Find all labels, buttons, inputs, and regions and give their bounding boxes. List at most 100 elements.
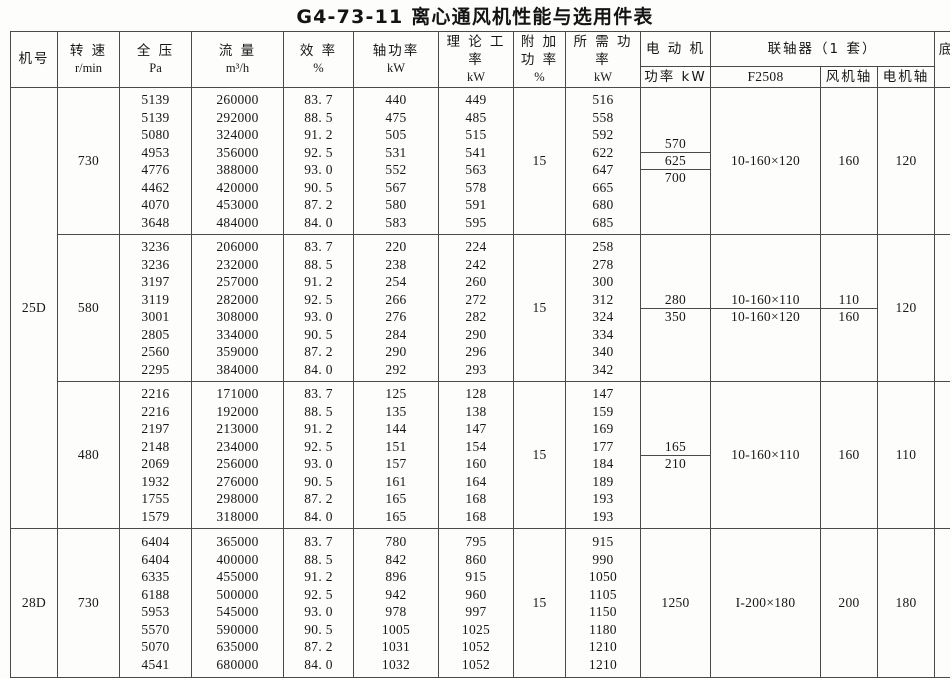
cell-required-power-value: 334 — [592, 326, 613, 344]
header-extra-power-unit: % — [514, 69, 565, 86]
cell-total-pressure-value: 6335 — [141, 568, 169, 586]
cell-flow-value: 400000 — [216, 551, 258, 569]
cell-flow-value: 500000 — [216, 586, 258, 604]
header-required-power: 所 需 功 率 kW — [566, 32, 641, 88]
cell-flow-value: 260000 — [216, 91, 258, 109]
cell-shaft-power-value: 1031 — [382, 638, 410, 656]
header-theoretical-power-line1: 理 论 — [446, 34, 483, 50]
cell-shaft-power-value: 942 — [385, 586, 406, 604]
cell-required-power-value: 647 — [592, 161, 613, 179]
cell-flow-value: 334000 — [216, 326, 258, 344]
cell-required-power-value: 300 — [592, 273, 613, 291]
cell-total-pressure-value: 6404 — [141, 533, 169, 551]
header-total-pressure-unit: Pa — [120, 60, 191, 77]
cell-total-pressure-value: 6188 — [141, 586, 169, 604]
cell-theoretical-power-value: 168 — [465, 490, 486, 508]
cell-total-pressure-value: 4462 — [141, 179, 169, 197]
cell-required-power-value: 990 — [592, 551, 613, 569]
cell-required-power-value: 342 — [592, 361, 613, 379]
header-motor-group: 电 动 机 — [641, 32, 711, 67]
header-efficiency-unit: % — [284, 60, 353, 77]
cell-extra-power: 15 — [514, 88, 566, 235]
cell-total-pressure-value: 1579 — [141, 508, 169, 526]
cell-motor-power: 1250 — [641, 529, 711, 678]
cell-fan-shaft-sub: 200 — [821, 529, 877, 677]
cell-coupling-sub: 10-160×110 — [711, 447, 820, 463]
cell-shaft-power-value: 292 — [385, 361, 406, 379]
cell-flow-value: 192000 — [216, 403, 258, 421]
cell-theoretical-power-value: 860 — [465, 551, 486, 569]
cell-shaft-power-value: 842 — [385, 551, 406, 569]
cell-required-power-value: 680 — [592, 196, 613, 214]
header-efficiency: 效 率 % — [284, 32, 354, 88]
cell-flow-value: 257000 — [216, 273, 258, 291]
cell-efficiency-value: 91. 2 — [304, 126, 333, 144]
header-total-pressure-text: 全 压 — [137, 43, 174, 59]
cell-required-power-value: 177 — [592, 438, 613, 456]
cell-shaft-power-value: 135 — [385, 403, 406, 421]
cell-theoretical-power-value: 485 — [465, 109, 486, 127]
cell-total-pressure-value: 2216 — [141, 403, 169, 421]
header-coupling-model: F2508 — [711, 67, 821, 88]
cell-required-power-value: 1210 — [589, 656, 617, 674]
cell-theoretical-power-value: 915 — [465, 568, 486, 586]
cell-shaft-power-value: 978 — [385, 603, 406, 621]
header-shaft-power: 轴功率 kW — [354, 32, 439, 88]
cell-shaft-power-value: 475 — [385, 109, 406, 127]
cell-efficiency-value: 93. 0 — [304, 455, 333, 473]
cell-efficiency-value: 83. 7 — [304, 533, 333, 551]
cell-theoretical-power-value: 591 — [465, 196, 486, 214]
header-extra-power: 附 加 功 率 % — [514, 32, 566, 88]
cell-shaft-power-value: 161 — [385, 473, 406, 491]
cell-flow-value: 232000 — [216, 256, 258, 274]
cell-flow-value: 590000 — [216, 621, 258, 639]
cell-efficiency-value: 84. 0 — [304, 214, 333, 232]
cell-fan-shaft: 160 — [821, 88, 878, 235]
cell-theoretical-power-value: 1052 — [462, 656, 490, 674]
table-header: 机号 转 速 r/min 全 压 Pa 流 量 m³/h 效 率 % — [11, 32, 950, 88]
cell-flow-value: 282000 — [216, 291, 258, 309]
cell-flow-value: 213000 — [216, 420, 258, 438]
cell-efficiency-value: 87. 2 — [304, 638, 333, 656]
header-base-plate-line1: 底脚垫板部 — [939, 42, 950, 58]
cell-required-power-value: 184 — [592, 455, 613, 473]
cell-total-pressure-value: 3001 — [141, 308, 169, 326]
cell-efficiency-value: 91. 2 — [304, 273, 333, 291]
cell-model-no: 28D — [11, 529, 58, 678]
cell-shaft-power-value: 266 — [385, 291, 406, 309]
cell-theoretical-power-value: 138 — [465, 403, 486, 421]
cell-flow-value: 484000 — [216, 214, 258, 232]
cell-coupling-sub: 10-160×120 — [711, 308, 820, 325]
cell-efficiency-value: 90. 5 — [304, 621, 333, 639]
cell-coupling: 10-160×120 — [711, 88, 821, 235]
cell-required-power-value: 193 — [592, 508, 613, 526]
cell-motor-shaft: 120 — [878, 88, 935, 235]
cell-theoretical-power-value: 578 — [465, 179, 486, 197]
header-theoretical-power: 理 论 工 率 kW — [439, 32, 514, 88]
cell-base-plate: -012 — [935, 382, 950, 529]
cell-flow-value: 324000 — [216, 126, 258, 144]
cell-shaft-power-value: 531 — [385, 144, 406, 162]
cell-total-pressure-value: 2148 — [141, 438, 169, 456]
cell-flow-value: 388000 — [216, 161, 258, 179]
cell-efficiency-value: 83. 7 — [304, 385, 333, 403]
cell-required-power-value: 1180 — [589, 621, 617, 639]
cell-efficiency-value: 92. 5 — [304, 291, 333, 309]
cell-motor-shaft: 180 — [878, 529, 935, 678]
